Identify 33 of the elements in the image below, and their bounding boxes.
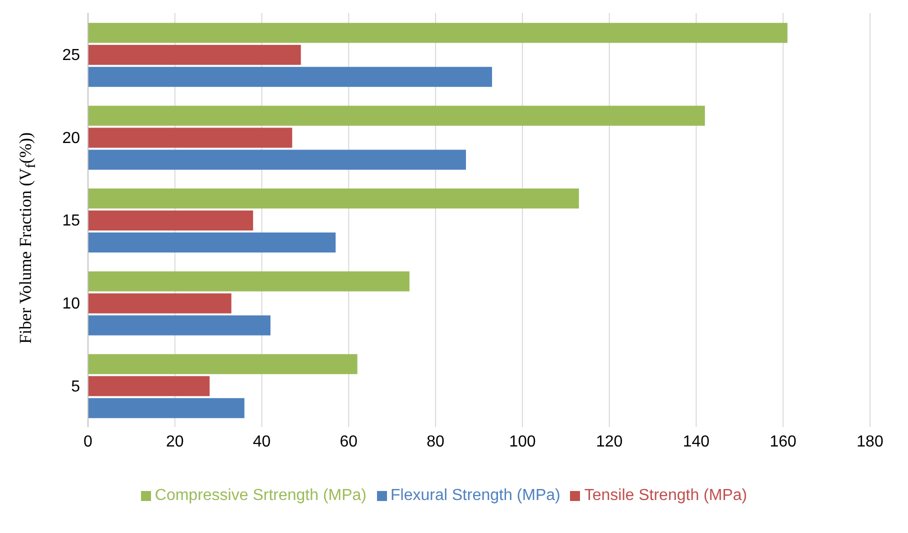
- x-tick-label: 0: [84, 433, 93, 450]
- bar: [88, 376, 210, 396]
- bar: [88, 354, 358, 374]
- bar: [88, 293, 232, 314]
- y-tick-label: 10: [62, 295, 80, 312]
- legend-label: Tensile Strength (MPa): [584, 487, 748, 504]
- legend-label: Flexural Strength (MPa): [390, 487, 560, 504]
- bar: [88, 128, 292, 148]
- bar: [88, 188, 579, 209]
- x-tick-label: 60: [340, 433, 358, 450]
- bar: [88, 232, 336, 253]
- y-tick-label: 15: [62, 212, 80, 230]
- x-tick-label: 140: [682, 433, 710, 450]
- bar: [88, 106, 705, 126]
- x-tick-label: 160: [770, 433, 797, 450]
- x-tick-label: 180: [856, 433, 884, 450]
- bar: [88, 66, 492, 87]
- x-tick-label: 100: [509, 433, 536, 450]
- x-tick-label: 40: [252, 433, 271, 450]
- bar: [88, 150, 466, 170]
- y-tick-label: 25: [62, 47, 80, 64]
- bar: [88, 44, 301, 65]
- y-tick-label: 20: [62, 130, 80, 147]
- bar: [88, 210, 254, 231]
- x-tick-label: 120: [596, 433, 623, 450]
- x-tick-label: 80: [426, 433, 445, 450]
- bar: [88, 398, 244, 418]
- bar: [88, 22, 788, 43]
- bar: [88, 271, 410, 292]
- x-tick-label: 20: [166, 433, 184, 450]
- legend-label: Compressive Srtrength (MPa): [154, 487, 367, 504]
- y-tick-label: 5: [71, 378, 80, 396]
- bar: [88, 315, 270, 336]
